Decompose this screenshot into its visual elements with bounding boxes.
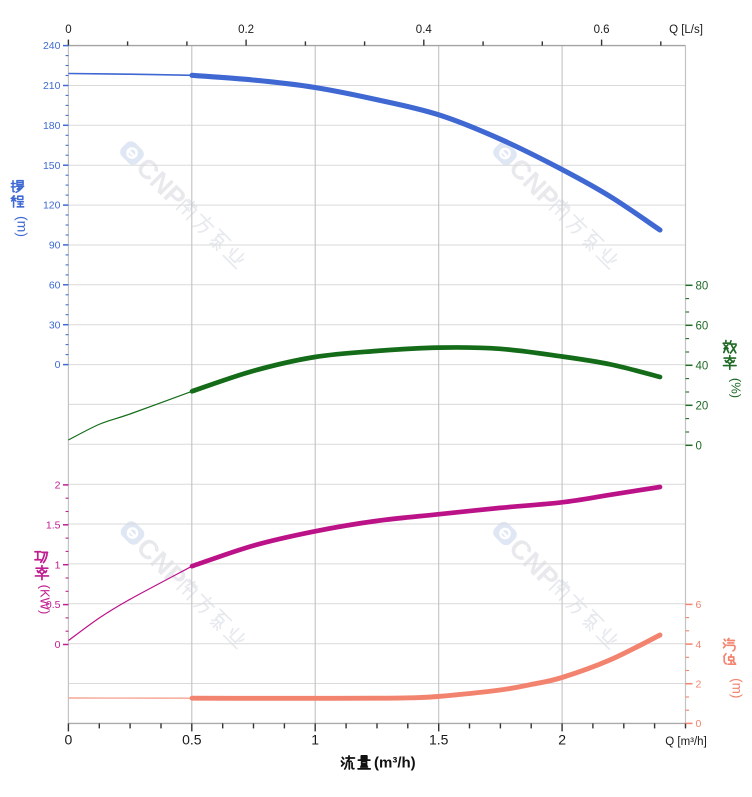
svg-text:6: 6 (696, 599, 702, 611)
svg-text:60: 60 (696, 320, 709, 332)
svg-text:0.6: 0.6 (594, 24, 610, 36)
svg-text:180: 180 (43, 120, 61, 132)
svg-text:Q [m³/h]: Q [m³/h] (665, 736, 707, 748)
svg-text:0: 0 (696, 718, 702, 730)
svg-text:240: 240 (43, 40, 61, 52)
svg-text:40: 40 (696, 360, 709, 372)
svg-text:210: 210 (43, 80, 61, 92)
svg-text:(m): (m) (15, 216, 31, 237)
svg-text:4: 4 (696, 639, 702, 651)
svg-text:0.4: 0.4 (416, 24, 433, 36)
svg-text:60: 60 (49, 279, 61, 291)
svg-text:120: 120 (43, 200, 61, 212)
svg-text:30: 30 (49, 319, 61, 331)
svg-text:0: 0 (65, 732, 73, 748)
svg-text:2: 2 (558, 732, 566, 748)
svg-text:2: 2 (696, 679, 702, 691)
svg-text:20: 20 (696, 400, 709, 412)
svg-text:0: 0 (55, 639, 61, 651)
svg-text:0.5: 0.5 (182, 732, 202, 748)
svg-text:80: 80 (696, 280, 709, 292)
svg-text:1.5: 1.5 (429, 732, 449, 748)
svg-text:150: 150 (43, 160, 61, 172)
svg-text:1: 1 (55, 559, 61, 571)
svg-text:90: 90 (49, 240, 61, 252)
svg-text:(%): (%) (729, 378, 744, 398)
svg-text:2: 2 (55, 480, 61, 492)
svg-text:0.2: 0.2 (238, 24, 254, 36)
svg-text:(KW): (KW) (37, 585, 52, 615)
svg-text:0: 0 (55, 359, 61, 371)
svg-text:(m): (m) (730, 678, 745, 698)
svg-text:1: 1 (311, 732, 319, 748)
svg-text:1.5: 1.5 (46, 519, 61, 531)
svg-text:0.5: 0.5 (46, 599, 61, 611)
svg-text:Q [L/s]: Q [L/s] (669, 24, 703, 36)
svg-text:0: 0 (65, 24, 71, 36)
svg-text:(m³/h): (m³/h) (374, 755, 416, 772)
svg-text:0: 0 (696, 440, 702, 452)
